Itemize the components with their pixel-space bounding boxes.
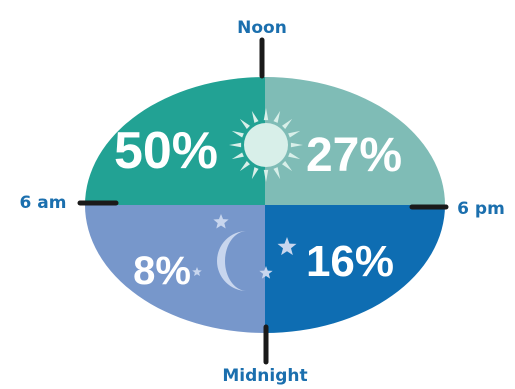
label-6am: 6 am: [20, 193, 67, 213]
star-icon: [277, 237, 297, 256]
pct-6pm-midnight: 16%: [306, 237, 394, 286]
star-icon: [192, 267, 202, 277]
slice-midnight-6am: [85, 205, 265, 333]
label-6pm: 6 pm: [457, 199, 505, 219]
slice-6pm-midnight: [265, 205, 445, 333]
pct-midnight-6am: 8%: [133, 249, 191, 293]
sun-ray: [288, 152, 301, 160]
pct-noon-6pm: 27%: [306, 129, 402, 182]
sun-ray: [231, 130, 244, 138]
sun-ray: [251, 167, 259, 180]
star-icon: [213, 214, 229, 229]
sun-ray: [263, 108, 269, 121]
sun-ray: [231, 152, 244, 160]
sun-ray: [239, 118, 250, 129]
slice-6am-noon: [85, 77, 265, 205]
sun-ray: [273, 110, 281, 123]
sun-ray: [263, 169, 269, 182]
sun-ray: [273, 167, 281, 180]
label-midnight: Midnight: [222, 366, 307, 386]
sun-icon: [229, 108, 303, 182]
sun-ray: [239, 161, 250, 172]
sun-ray: [229, 142, 242, 148]
sun-ray: [282, 161, 293, 172]
moon-icon: [217, 231, 247, 291]
pct-6am-noon: 50%: [114, 122, 218, 180]
label-noon: Noon: [237, 18, 287, 38]
slice-noon-6pm: [265, 77, 445, 205]
sun-ray: [290, 142, 303, 148]
sun-ray: [251, 110, 259, 123]
sun-ray: [288, 130, 301, 138]
sun-ray: [282, 118, 293, 129]
star-icon: [259, 266, 273, 279]
